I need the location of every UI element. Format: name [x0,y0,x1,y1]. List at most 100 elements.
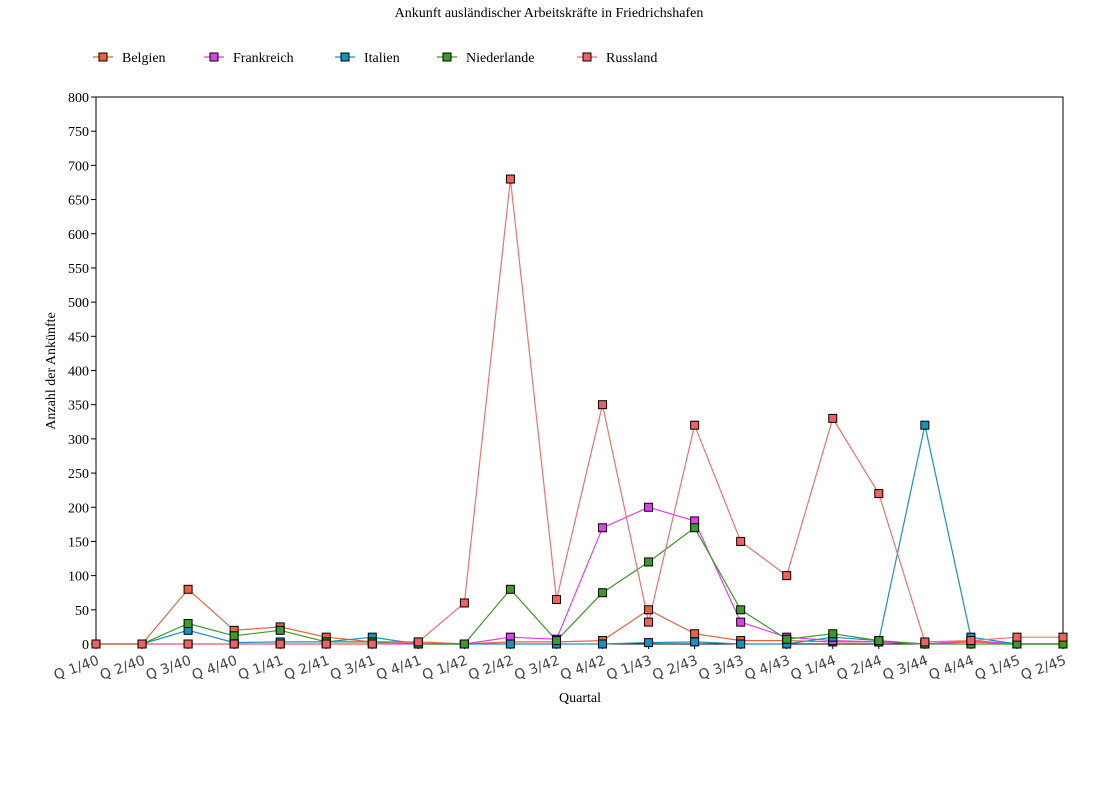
legend-label: Frankreich [233,51,294,66]
data-point-niederlande [598,588,608,598]
data-point-belgien [644,605,654,615]
data-point-russland [551,595,561,605]
y-tick-label: 550 [68,262,89,277]
data-point-italien [736,639,746,649]
x-tick-label: Q 3/43 [696,653,746,684]
data-point-niederlande [874,636,884,646]
x-tick-label: Q 3/42 [512,653,562,684]
data-point-russland [920,637,930,647]
data-point-belgien [690,629,700,639]
data-point-russland [598,400,608,410]
data-point-niederlande [736,605,746,615]
y-tick-label: 50 [75,604,89,619]
data-point-niederlande [459,639,469,649]
legend-marker [98,52,108,62]
legend-label: Niederlande [466,51,534,66]
x-tick-label: Q 1/41 [236,653,286,684]
data-point-niederlande [690,523,700,533]
data-point-russland [1012,632,1022,642]
y-tick-label: 200 [68,501,89,516]
legend-label: Italien [364,51,400,66]
x-tick-label: Q 4/42 [558,653,608,684]
y-tick-label: 450 [68,330,89,345]
data-point-belgien [183,584,193,594]
x-tick-label: Q 2/44 [835,653,885,684]
legend-item-frankreich: Frankreich [204,51,294,66]
legend-item-italien: Italien [335,51,400,66]
y-tick-label: 400 [68,365,89,380]
x-tick-label: Q 3/44 [881,653,931,684]
y-tick-label: 800 [68,91,89,106]
data-point-russland [828,413,838,423]
data-point-russland [1058,632,1068,642]
series-line-russland [96,179,1063,645]
legend: Belgien Frankreich Italien Niederlande Russl… [93,51,657,66]
data-point-russland [874,489,884,499]
chart-title: Ankunft ausländischer Arbeitskräfte in F… [395,6,704,21]
y-tick-label: 250 [68,467,89,482]
x-tick-label: Q 2/42 [466,653,516,684]
series-line-niederlande [96,526,1063,645]
legend-marker [442,52,452,62]
data-point-russland [413,637,423,647]
data-point-russland [229,639,239,649]
x-tick-label: Q 3/41 [328,653,378,684]
data-point-russland [966,636,976,646]
x-tick-label: Q 4/43 [743,653,793,684]
series-lines [96,179,1063,645]
data-point-russland [459,598,469,608]
y-tick-label: 350 [68,399,89,414]
legend-label: Russland [606,51,657,66]
data-point-niederlande [551,636,561,646]
data-point-russland [505,174,515,184]
data-point-russland [275,639,285,649]
y-tick-label: 650 [68,194,89,209]
y-tick-label: 0 [82,638,89,653]
legend-marker [209,52,219,62]
x-tick-label: Q 4/41 [374,653,424,684]
data-point-russland [183,639,193,649]
y-tick-label: 600 [68,228,89,243]
data-point-italien [690,637,700,647]
x-axis: Q 1/40Q 2/40Q 3/40Q 4/40Q 1/41Q 2/41Q 3/… [52,644,1069,684]
x-tick-label: Q 1/40 [52,653,102,684]
x-tick-label: Q 1/43 [604,653,654,684]
data-point-russland [321,639,331,649]
y-axis-title: Anzahl der Ankünfte [44,312,59,429]
data-point-italien [644,638,654,648]
data-point-niederlande [183,618,193,628]
data-point-russland [690,420,700,430]
y-tick-label: 750 [68,125,89,140]
y-tick-label: 300 [68,433,89,448]
legend-label: Belgien [122,51,166,66]
legend-item-belgien: Belgien [93,51,166,66]
data-point-russland [782,571,792,581]
x-tick-label: Q 2/45 [1019,653,1069,684]
x-tick-label: Q 2/41 [282,653,332,684]
legend-item-russland: Russland [577,51,657,66]
x-tick-label: Q 2/43 [650,653,700,684]
plot-area [95,96,1064,645]
data-point-niederlande [505,584,515,594]
legend-item-niederlande: Niederlande [437,51,534,66]
x-tick-label: Q 1/44 [789,653,839,684]
data-point-niederlande [644,557,654,567]
y-tick-label: 700 [68,159,89,174]
y-axis: 0 50 100 150 200 250 300 350 400 450 500 550 600 650 7… [68,91,96,653]
y-tick-label: 100 [68,570,89,585]
data-point-russland [137,639,147,649]
data-point-russland [91,639,101,649]
data-point-italien [920,420,930,430]
data-point-niederlande [275,625,285,635]
x-tick-label: Q 2/40 [98,653,148,684]
series-markers [91,174,1068,649]
data-point-niederlande [782,634,792,644]
data-point-frankreich [598,523,608,533]
data-point-niederlande [229,631,239,641]
y-tick-label: 500 [68,296,89,311]
data-point-italien [505,639,515,649]
data-point-frankreich [644,502,654,512]
data-point-niederlande [828,629,838,639]
y-tick-label: 150 [68,535,89,550]
x-tick-label: Q 4/44 [927,653,977,684]
